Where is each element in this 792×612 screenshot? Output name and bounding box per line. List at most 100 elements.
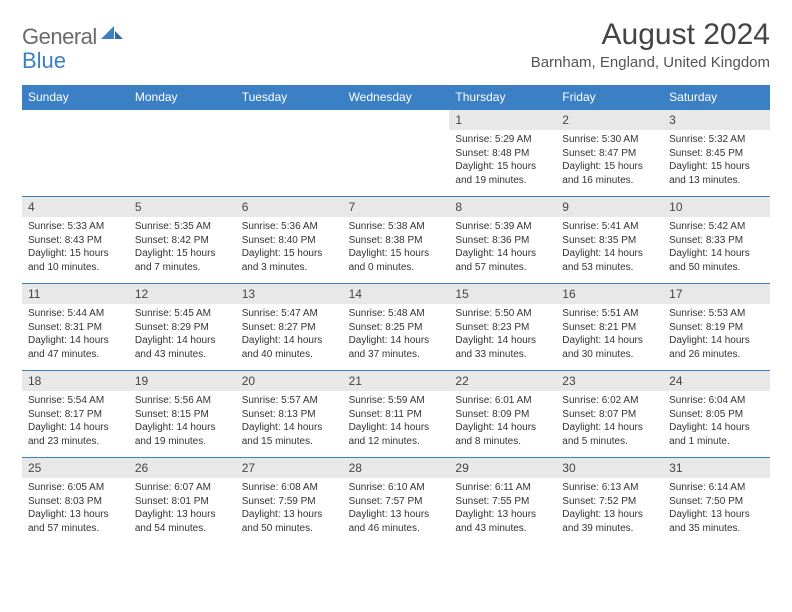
week-row: 11Sunrise: 5:44 AMSunset: 8:31 PMDayligh… <box>22 283 770 370</box>
daylight1-text: Daylight: 14 hours <box>562 334 657 348</box>
day-cell: 18Sunrise: 5:54 AMSunset: 8:17 PMDayligh… <box>22 371 129 457</box>
day-cell: 5Sunrise: 5:35 AMSunset: 8:42 PMDaylight… <box>129 197 236 283</box>
day-number <box>236 110 343 116</box>
daylight2-text: and 30 minutes. <box>562 348 657 362</box>
day-cell: 1Sunrise: 5:29 AMSunset: 8:48 PMDaylight… <box>449 110 556 196</box>
daylight2-text: and 19 minutes. <box>455 174 550 188</box>
day-cell: 28Sunrise: 6:10 AMSunset: 7:57 PMDayligh… <box>343 458 450 544</box>
daylight2-text: and 46 minutes. <box>349 522 444 536</box>
header: General August 2024 Barnham, England, Un… <box>22 18 770 71</box>
daylight2-text: and 13 minutes. <box>669 174 764 188</box>
day-number: 24 <box>663 371 770 391</box>
day-cell: 29Sunrise: 6:11 AMSunset: 7:55 PMDayligh… <box>449 458 556 544</box>
day-body: Sunrise: 5:32 AMSunset: 8:45 PMDaylight:… <box>663 130 770 191</box>
day-number: 15 <box>449 284 556 304</box>
sunset-text: Sunset: 8:01 PM <box>135 495 230 509</box>
day-body: Sunrise: 5:50 AMSunset: 8:23 PMDaylight:… <box>449 304 556 365</box>
day-cell: 31Sunrise: 6:14 AMSunset: 7:50 PMDayligh… <box>663 458 770 544</box>
sunset-text: Sunset: 8:09 PM <box>455 408 550 422</box>
sunset-text: Sunset: 8:43 PM <box>28 234 123 248</box>
weekday-label: Thursday <box>449 85 556 109</box>
day-cell <box>22 110 129 196</box>
sunrise-text: Sunrise: 5:30 AM <box>562 133 657 147</box>
daylight2-text: and 40 minutes. <box>242 348 337 362</box>
sunrise-text: Sunrise: 5:38 AM <box>349 220 444 234</box>
daylight2-text: and 57 minutes. <box>28 522 123 536</box>
day-body: Sunrise: 5:35 AMSunset: 8:42 PMDaylight:… <box>129 217 236 278</box>
weekday-label: Monday <box>129 85 236 109</box>
day-body: Sunrise: 5:53 AMSunset: 8:19 PMDaylight:… <box>663 304 770 365</box>
day-cell: 20Sunrise: 5:57 AMSunset: 8:13 PMDayligh… <box>236 371 343 457</box>
sunrise-text: Sunrise: 5:36 AM <box>242 220 337 234</box>
sunrise-text: Sunrise: 6:10 AM <box>349 481 444 495</box>
sunrise-text: Sunrise: 6:13 AM <box>562 481 657 495</box>
sunset-text: Sunset: 7:57 PM <box>349 495 444 509</box>
day-number: 27 <box>236 458 343 478</box>
day-cell: 6Sunrise: 5:36 AMSunset: 8:40 PMDaylight… <box>236 197 343 283</box>
daylight1-text: Daylight: 15 hours <box>669 160 764 174</box>
daylight1-text: Daylight: 13 hours <box>455 508 550 522</box>
day-cell: 12Sunrise: 5:45 AMSunset: 8:29 PMDayligh… <box>129 284 236 370</box>
day-cell: 2Sunrise: 5:30 AMSunset: 8:47 PMDaylight… <box>556 110 663 196</box>
sunset-text: Sunset: 8:45 PM <box>669 147 764 161</box>
day-body: Sunrise: 6:01 AMSunset: 8:09 PMDaylight:… <box>449 391 556 452</box>
day-body: Sunrise: 6:05 AMSunset: 8:03 PMDaylight:… <box>22 478 129 539</box>
daylight2-text: and 43 minutes. <box>135 348 230 362</box>
daylight1-text: Daylight: 14 hours <box>562 247 657 261</box>
daylight2-text: and 15 minutes. <box>242 435 337 449</box>
daylight1-text: Daylight: 13 hours <box>242 508 337 522</box>
daylight1-text: Daylight: 14 hours <box>669 247 764 261</box>
daylight2-text: and 33 minutes. <box>455 348 550 362</box>
sunset-text: Sunset: 8:47 PM <box>562 147 657 161</box>
day-cell: 30Sunrise: 6:13 AMSunset: 7:52 PMDayligh… <box>556 458 663 544</box>
sunrise-text: Sunrise: 5:39 AM <box>455 220 550 234</box>
day-number: 30 <box>556 458 663 478</box>
daylight1-text: Daylight: 14 hours <box>455 247 550 261</box>
weeks-container: 1Sunrise: 5:29 AMSunset: 8:48 PMDaylight… <box>22 109 770 544</box>
day-cell <box>129 110 236 196</box>
sunrise-text: Sunrise: 6:11 AM <box>455 481 550 495</box>
week-row: 1Sunrise: 5:29 AMSunset: 8:48 PMDaylight… <box>22 109 770 196</box>
day-body: Sunrise: 6:13 AMSunset: 7:52 PMDaylight:… <box>556 478 663 539</box>
day-number: 16 <box>556 284 663 304</box>
day-body: Sunrise: 5:30 AMSunset: 8:47 PMDaylight:… <box>556 130 663 191</box>
day-number <box>22 110 129 116</box>
day-body: Sunrise: 5:47 AMSunset: 8:27 PMDaylight:… <box>236 304 343 365</box>
sunset-text: Sunset: 8:29 PM <box>135 321 230 335</box>
daylight1-text: Daylight: 14 hours <box>135 334 230 348</box>
sunset-text: Sunset: 8:23 PM <box>455 321 550 335</box>
sunset-text: Sunset: 8:03 PM <box>28 495 123 509</box>
sunset-text: Sunset: 8:33 PM <box>669 234 764 248</box>
day-cell: 25Sunrise: 6:05 AMSunset: 8:03 PMDayligh… <box>22 458 129 544</box>
sunset-text: Sunset: 8:42 PM <box>135 234 230 248</box>
day-number: 12 <box>129 284 236 304</box>
day-number: 28 <box>343 458 450 478</box>
day-cell: 13Sunrise: 5:47 AMSunset: 8:27 PMDayligh… <box>236 284 343 370</box>
day-body: Sunrise: 5:45 AMSunset: 8:29 PMDaylight:… <box>129 304 236 365</box>
brand-text-2: Blue <box>22 48 66 73</box>
day-body: Sunrise: 6:04 AMSunset: 8:05 PMDaylight:… <box>663 391 770 452</box>
sunrise-text: Sunrise: 6:08 AM <box>242 481 337 495</box>
daylight1-text: Daylight: 13 hours <box>28 508 123 522</box>
day-number: 23 <box>556 371 663 391</box>
day-cell: 22Sunrise: 6:01 AMSunset: 8:09 PMDayligh… <box>449 371 556 457</box>
week-row: 4Sunrise: 5:33 AMSunset: 8:43 PMDaylight… <box>22 196 770 283</box>
daylight2-text: and 35 minutes. <box>669 522 764 536</box>
sunrise-text: Sunrise: 5:59 AM <box>349 394 444 408</box>
weekday-label: Saturday <box>663 85 770 109</box>
day-cell: 3Sunrise: 5:32 AMSunset: 8:45 PMDaylight… <box>663 110 770 196</box>
daylight2-text: and 50 minutes. <box>669 261 764 275</box>
daylight2-text: and 50 minutes. <box>242 522 337 536</box>
daylight2-text: and 0 minutes. <box>349 261 444 275</box>
daylight1-text: Daylight: 14 hours <box>669 334 764 348</box>
brand-logo: General <box>22 18 125 50</box>
day-number: 7 <box>343 197 450 217</box>
sunrise-text: Sunrise: 5:54 AM <box>28 394 123 408</box>
sunrise-text: Sunrise: 6:07 AM <box>135 481 230 495</box>
day-cell <box>343 110 450 196</box>
day-number <box>343 110 450 116</box>
day-number: 20 <box>236 371 343 391</box>
daylight2-text: and 16 minutes. <box>562 174 657 188</box>
day-number: 2 <box>556 110 663 130</box>
day-body: Sunrise: 5:54 AMSunset: 8:17 PMDaylight:… <box>22 391 129 452</box>
